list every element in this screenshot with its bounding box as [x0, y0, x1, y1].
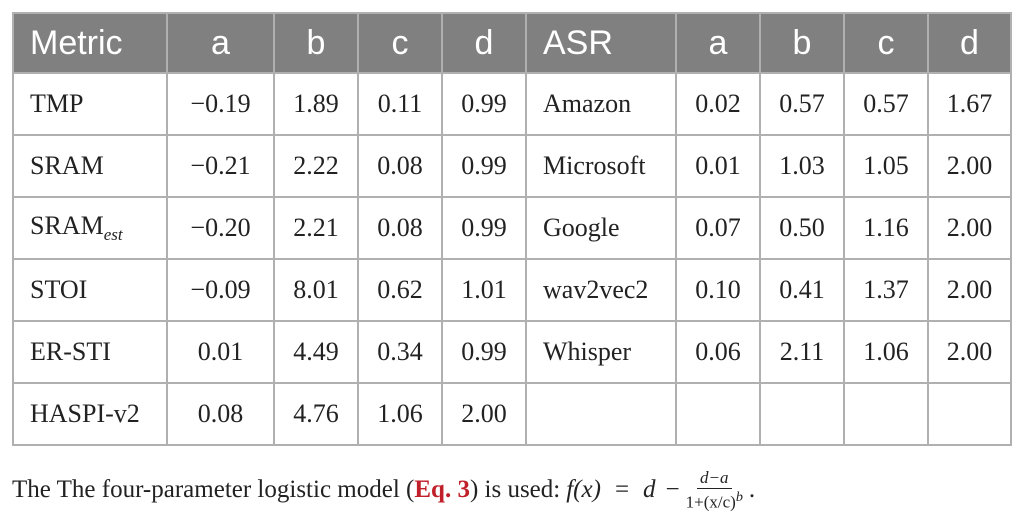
table-body: TMP −0.19 1.89 0.11 0.99 Amazon 0.02 0.57 0.57 1.…: [12, 72, 1012, 446]
cell: 4.49: [273, 320, 359, 384]
cell: 0.99: [441, 196, 527, 260]
empty-cell: [759, 382, 845, 446]
header-cell: b: [273, 12, 359, 74]
cell: 1.03: [759, 134, 845, 198]
cell: 8.01: [273, 258, 359, 322]
cell: 1.37: [843, 258, 929, 322]
cell: ER-STI: [12, 320, 168, 384]
cell: 0.62: [357, 258, 443, 322]
table-row: TMP −0.19 1.89 0.11 0.99 Amazon 0.02 0.57 0.57 1.…: [12, 72, 1012, 136]
cell: 0.01: [166, 320, 275, 384]
empty-cell: [843, 382, 929, 446]
cell: 0.10: [675, 258, 761, 322]
header-cell: d: [441, 12, 527, 74]
cell: HASPI-v2: [12, 382, 168, 446]
cell: Microsoft: [525, 134, 677, 198]
cell: 2.00: [441, 382, 527, 446]
cell: 2.00: [927, 134, 1012, 198]
caption-text: The The four-parameter logistic model (: [12, 476, 415, 504]
cell: 0.08: [357, 134, 443, 198]
cell: 0.02: [675, 72, 761, 136]
header-cell: a: [675, 12, 761, 74]
cell: 1.16: [843, 196, 929, 260]
cell: 1.06: [357, 382, 443, 446]
formula-exponent: b: [735, 489, 743, 505]
header-cell: c: [357, 12, 443, 74]
cell: STOI: [12, 258, 168, 322]
cell-text: SRAM: [30, 210, 104, 240]
formula-eq: =: [614, 476, 630, 504]
cell: −0.19: [166, 72, 275, 136]
cell: wav2vec2: [525, 258, 677, 322]
equation-ref: Eq. 3: [414, 476, 470, 504]
cell: TMP: [12, 72, 168, 136]
formula-d: d: [643, 476, 656, 504]
formula-numerator: d−a: [697, 468, 732, 489]
cell: 0.41: [759, 258, 845, 322]
cell: Google: [525, 196, 677, 260]
cell: 1.06: [843, 320, 929, 384]
cell: SRAMest: [12, 196, 168, 260]
formula-lhs: f(x): [566, 476, 601, 504]
empty-cell: [525, 382, 677, 446]
cell: 2.21: [273, 196, 359, 260]
cell: 2.00: [927, 258, 1012, 322]
parameter-table: Metric a b c d ASR a b c d TMP −0.19 1.89 0.11 0.99 Am…: [12, 12, 1012, 446]
cell: SRAM: [12, 134, 168, 198]
header-cell: ASR: [525, 12, 677, 74]
formula-minus: −: [665, 476, 680, 504]
cell: −0.09: [166, 258, 275, 322]
formula-denominator: 1+(x/c): [685, 492, 736, 512]
cell: 2.00: [927, 196, 1012, 260]
empty-cell: [675, 382, 761, 446]
caption: The The four-parameter logistic model (E…: [12, 468, 755, 513]
table-row: HASPI-v2 0.08 4.76 1.06 2.00: [12, 382, 1012, 446]
cell: 0.99: [441, 320, 527, 384]
cell: Whisper: [525, 320, 677, 384]
cell: 0.01: [675, 134, 761, 198]
table-row: STOI −0.09 8.01 0.62 1.01 wav2vec2 0.10 0.41 1.3…: [12, 258, 1012, 322]
cell: 0.06: [675, 320, 761, 384]
cell: 4.76: [273, 382, 359, 446]
cell: 1.67: [927, 72, 1012, 136]
header-cell: Metric: [12, 12, 168, 74]
formula-denominator-group: 1+(x/c)b: [686, 489, 743, 513]
header-cell: b: [759, 12, 845, 74]
cell: 0.11: [357, 72, 443, 136]
cell: 0.34: [357, 320, 443, 384]
cell: 1.01: [441, 258, 527, 322]
caption-text: ) is used:: [469, 476, 561, 504]
cell: 0.07: [675, 196, 761, 260]
header-cell: d: [927, 12, 1012, 74]
table-row: SRAMest −0.20 2.21 0.08 0.99 Google 0.07 0.50 1.…: [12, 196, 1012, 260]
cell: 0.08: [166, 382, 275, 446]
cell: 0.08: [357, 196, 443, 260]
table-row: ER-STI 0.01 4.49 0.34 0.99 Whisper 0.06 2.11 1.0…: [12, 320, 1012, 384]
cell: 1.05: [843, 134, 929, 198]
header-cell: a: [166, 12, 275, 74]
cell: 2.22: [273, 134, 359, 198]
cell: −0.21: [166, 134, 275, 198]
formula-end: .: [748, 476, 756, 504]
cell: 2.11: [759, 320, 845, 384]
cell: 0.99: [441, 72, 527, 136]
header-cell: c: [843, 12, 929, 74]
table-row: SRAM −0.21 2.22 0.08 0.99 Microsoft 0.01 1.03 1.…: [12, 134, 1012, 198]
cell: 0.50: [759, 196, 845, 260]
cell: 1.89: [273, 72, 359, 136]
header-row: Metric a b c d ASR a b c d: [12, 12, 1012, 74]
cell: 2.00: [927, 320, 1012, 384]
cell: 0.57: [843, 72, 929, 136]
cell: −0.20: [166, 196, 275, 260]
cell: 0.57: [759, 72, 845, 136]
formula-fraction: d−a 1+(x/c)b: [686, 468, 743, 513]
empty-cell: [927, 382, 1012, 446]
cell: 0.99: [441, 134, 527, 198]
cell-subscript: est: [103, 225, 123, 245]
cell: Amazon: [525, 72, 677, 136]
